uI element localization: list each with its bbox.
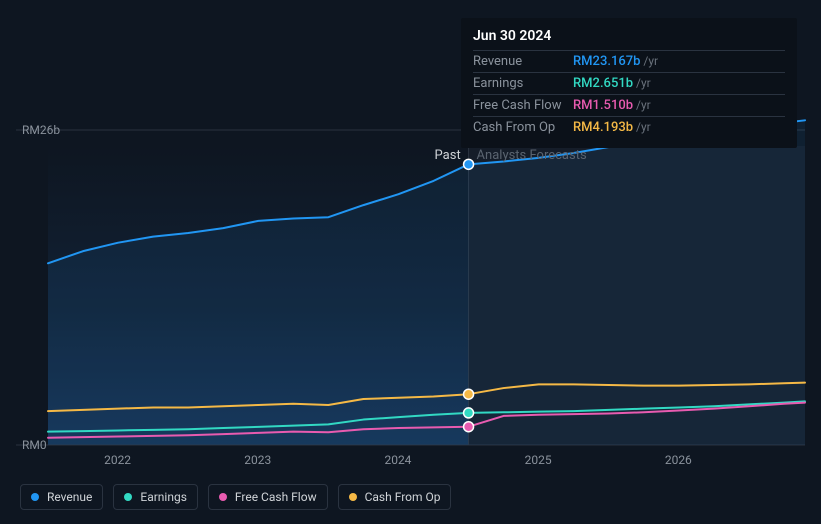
legend-label: Cash From Op bbox=[365, 490, 441, 504]
x-tick-label: 2022 bbox=[104, 453, 131, 467]
tooltip-metric-label: Revenue bbox=[473, 54, 573, 69]
tooltip-metric-label: Cash From Op bbox=[473, 120, 573, 135]
tooltip-date: Jun 30 2024 bbox=[473, 28, 785, 44]
legend-item-revenue[interactable]: Revenue bbox=[20, 484, 103, 510]
chart-legend: Revenue Earnings Free Cash Flow Cash From O… bbox=[20, 484, 451, 510]
legend-item-free-cash-flow[interactable]: Free Cash Flow bbox=[208, 484, 328, 510]
legend-item-cash-from-op[interactable]: Cash From Op bbox=[338, 484, 452, 510]
y-tick-label: RM0 bbox=[22, 438, 47, 452]
tooltip-row: EarningsRM2.651b/yr bbox=[473, 72, 785, 94]
legend-label: Earnings bbox=[140, 490, 187, 504]
legend-label: Revenue bbox=[47, 490, 92, 504]
tooltip-metric-unit: /yr bbox=[643, 54, 658, 69]
x-tick-label: 2025 bbox=[525, 453, 552, 467]
tooltip-row: Free Cash FlowRM1.510b/yr bbox=[473, 94, 785, 116]
legend-dot-icon bbox=[219, 493, 227, 501]
tooltip-metric-label: Earnings bbox=[473, 76, 573, 91]
tooltip-metric-unit: /yr bbox=[636, 98, 651, 113]
chart-tooltip: Jun 30 2024 RevenueRM23.167b/yrEarningsR… bbox=[461, 18, 797, 148]
x-tick-label: 2024 bbox=[384, 453, 411, 467]
legend-dot-icon bbox=[124, 493, 132, 501]
legend-label: Free Cash Flow bbox=[235, 490, 317, 504]
tooltip-metric-value: RM4.193b bbox=[573, 120, 633, 135]
x-tick-label: 2026 bbox=[665, 453, 692, 467]
tooltip-row: RevenueRM23.167b/yr bbox=[473, 50, 785, 72]
forecast-label: Analysts Forecasts bbox=[477, 148, 587, 163]
tooltip-metric-value: RM2.651b bbox=[573, 76, 633, 91]
x-tick-label: 2023 bbox=[244, 453, 271, 467]
tooltip-metric-unit: /yr bbox=[636, 76, 651, 91]
tooltip-metric-unit: /yr bbox=[636, 120, 651, 135]
legend-item-earnings[interactable]: Earnings bbox=[113, 484, 198, 510]
legend-dot-icon bbox=[349, 493, 357, 501]
tooltip-row: Cash From OpRM4.193b/yr bbox=[473, 116, 785, 138]
tooltip-metric-label: Free Cash Flow bbox=[473, 98, 573, 113]
y-tick-label: RM26b bbox=[22, 123, 60, 137]
past-label: Past bbox=[435, 148, 461, 163]
tooltip-metric-value: RM1.510b bbox=[573, 98, 633, 113]
legend-dot-icon bbox=[31, 493, 39, 501]
tooltip-metric-value: RM23.167b bbox=[573, 54, 640, 69]
